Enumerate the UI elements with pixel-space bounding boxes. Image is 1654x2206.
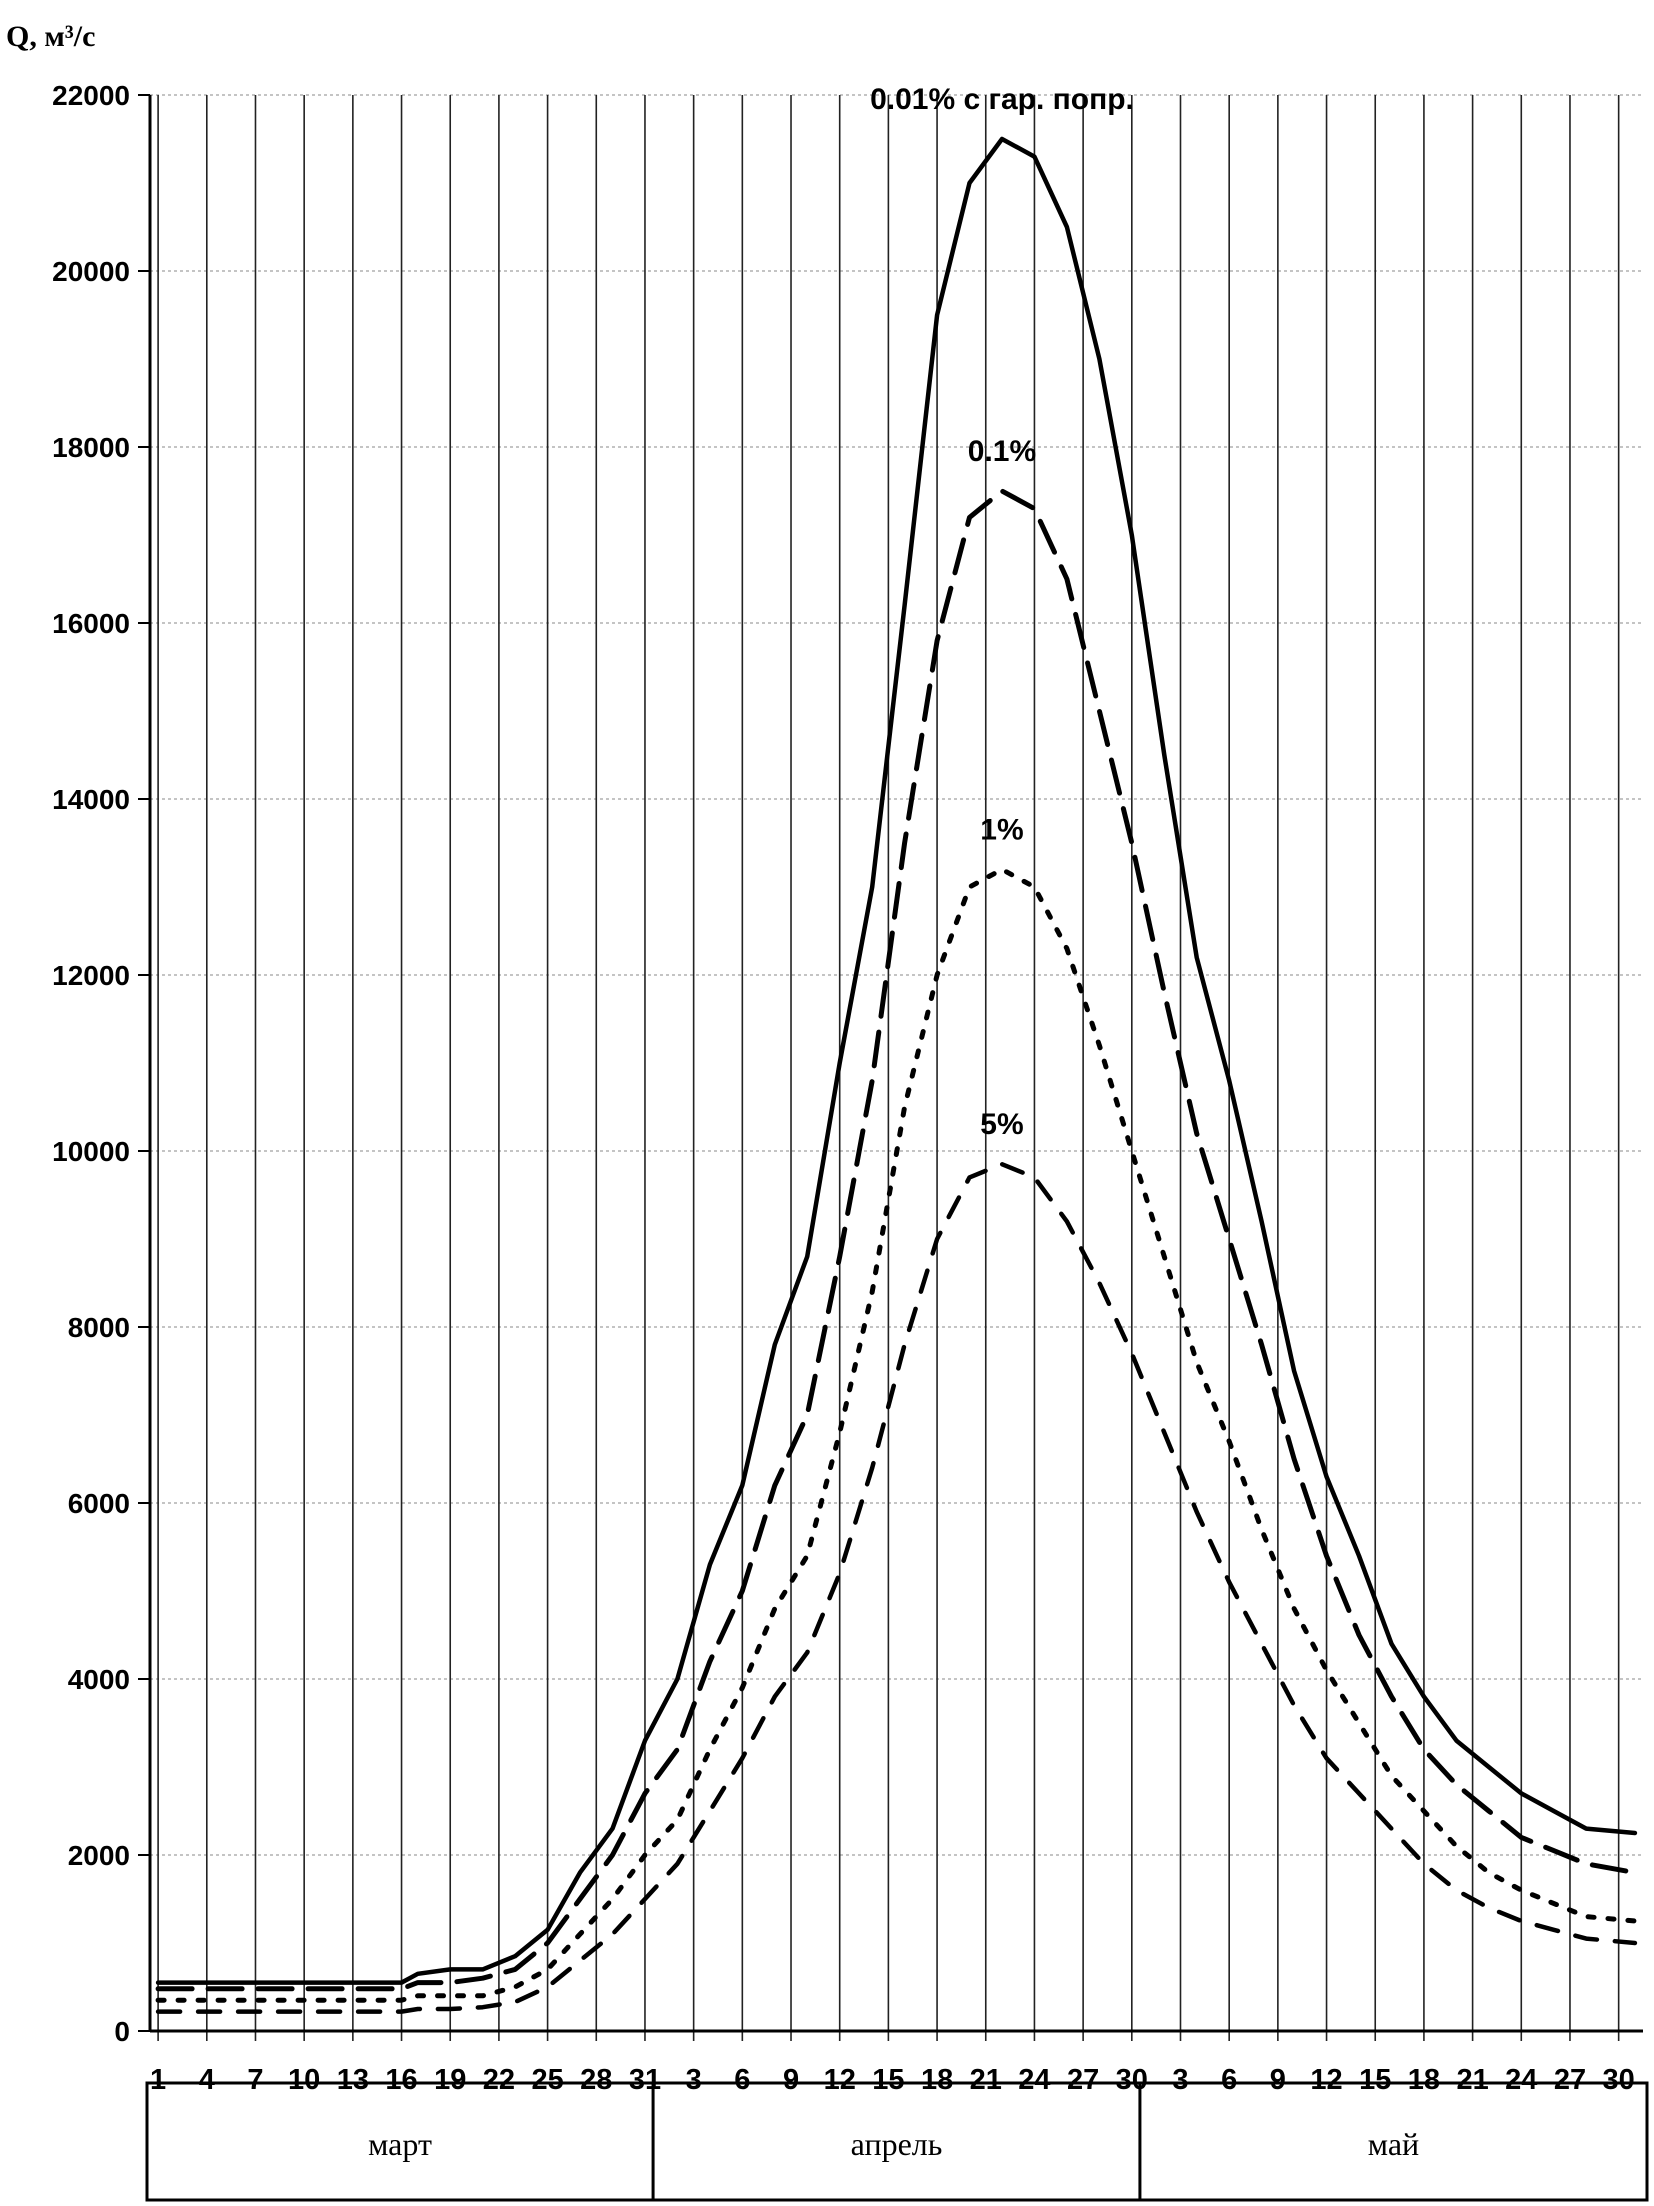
x-tick-label: 24 <box>1505 2064 1537 2096</box>
series-line <box>155 866 1638 2003</box>
x-tick-label: 21 <box>970 2064 1002 2096</box>
x-tick-label: 31 <box>629 2064 661 2096</box>
x-tick-label: 15 <box>872 2064 904 2096</box>
x-tick-label: 3 <box>686 2064 702 2096</box>
x-tick-label: 16 <box>385 2064 417 2096</box>
labels: 0200040006000800010000120001400016000180… <box>52 80 1635 2162</box>
x-tick-label: 9 <box>1270 2064 1286 2096</box>
x-tick-label: 28 <box>580 2064 612 2096</box>
x-tick-label: 30 <box>1116 2064 1148 2096</box>
month-label: апрель <box>851 2126 943 2162</box>
y-tick-label: 8000 <box>68 1312 130 1343</box>
x-tick-label: 19 <box>434 2064 466 2096</box>
x-tick-label: 13 <box>337 2064 369 2096</box>
x-tick-label: 21 <box>1456 2064 1488 2096</box>
x-tick-label: 1 <box>150 2064 166 2096</box>
month-table <box>145 2081 1649 2202</box>
x-tick-label: 27 <box>1554 2064 1586 2096</box>
series-line <box>155 1161 1638 2014</box>
month-label: май <box>1368 2126 1419 2162</box>
x-tick-label: 4 <box>199 2064 215 2096</box>
month-label: март <box>368 2126 432 2162</box>
y-tick-label: 12000 <box>52 960 130 991</box>
x-tick-label: 6 <box>734 2064 750 2096</box>
axes <box>138 94 1649 2202</box>
y-axis-title: Q, м³/с <box>6 20 95 53</box>
series-label: 5% <box>980 1108 1023 1141</box>
y-tick-label: 2000 <box>68 1840 130 1871</box>
series-lines <box>155 136 1638 2014</box>
x-tick-label: 15 <box>1359 2064 1391 2096</box>
x-tick-label: 9 <box>783 2064 799 2096</box>
x-tick-label: 18 <box>921 2064 953 2096</box>
x-tick-label: 3 <box>1172 2064 1188 2096</box>
x-tick-label: 7 <box>247 2064 263 2096</box>
series-label: 1% <box>980 813 1023 846</box>
y-tick-label: 6000 <box>68 1488 130 1519</box>
y-tick-label: 0 <box>114 2016 130 2047</box>
series-label: 0.01% с гар. попр. <box>870 83 1134 116</box>
series-label: 0.1% <box>968 435 1036 468</box>
y-tick-label: 22000 <box>52 80 130 111</box>
y-tick-label: 18000 <box>52 432 130 463</box>
x-tick-label: 12 <box>824 2064 856 2096</box>
x-tick-label: 24 <box>1018 2064 1050 2096</box>
x-tick-label: 12 <box>1310 2064 1342 2096</box>
series-line <box>155 488 1638 1992</box>
series-line <box>155 136 1638 1985</box>
x-tick-label: 18 <box>1408 2064 1440 2096</box>
x-tick-label: 22 <box>483 2064 515 2096</box>
grid <box>150 94 1643 2041</box>
y-tick-label: 14000 <box>52 784 130 815</box>
y-tick-label: 20000 <box>52 256 130 287</box>
x-tick-label: 10 <box>288 2064 320 2096</box>
x-tick-label: 27 <box>1067 2064 1099 2096</box>
y-tick-label: 10000 <box>52 1136 130 1167</box>
y-tick-label: 4000 <box>68 1664 130 1695</box>
x-tick-label: 25 <box>531 2064 563 2096</box>
y-tick-label: 16000 <box>52 608 130 639</box>
x-tick-label: 6 <box>1221 2064 1237 2096</box>
x-tick-label: 30 <box>1603 2064 1635 2096</box>
